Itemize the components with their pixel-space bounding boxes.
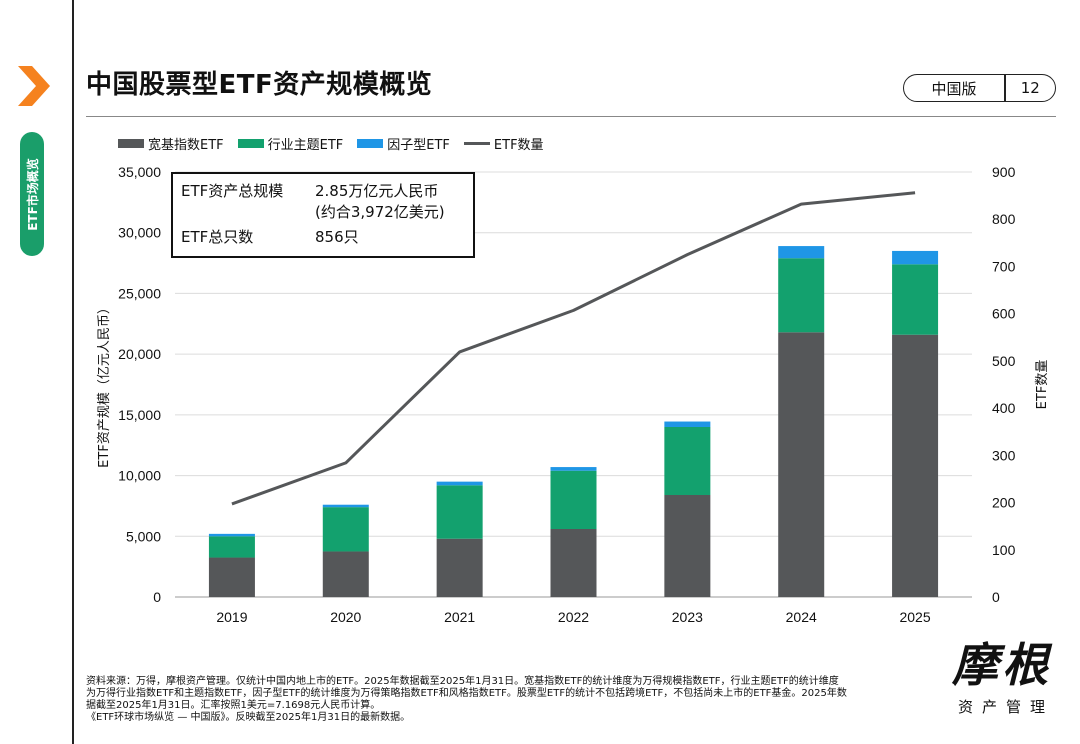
bar-broad-2021 — [436, 538, 483, 597]
bar-sector-2020 — [322, 507, 369, 552]
page-title: 中国股票型ETF资产规模概览 — [86, 70, 433, 100]
source-footnote: 资料来源：万得，摩根资产管理。仅统计中国内地上市的ETF。2025年数据截至20… — [86, 676, 936, 724]
y-tick-label-left: 25,000 — [118, 285, 161, 301]
logo-mark: 摩根 — [952, 638, 1052, 692]
logo-subtitle: 资产管理 — [958, 698, 1055, 716]
bar-factor-2020 — [322, 504, 369, 508]
summary-value-assets-cny: 2.85万亿元人民币 — [315, 182, 439, 200]
y-tick-label-left: 35,000 — [118, 164, 161, 180]
page-number: 12 — [1020, 79, 1040, 97]
bar-factor-2019 — [208, 533, 255, 537]
chart-legend: 宽基指数ETF 行业主题ETF 因子型ETF ETF数量 — [118, 134, 558, 153]
y-tick-label-right: 500 — [992, 353, 1016, 369]
summary-key-count: ETF总只数 — [181, 228, 254, 246]
legend-label-sector: 行业主题ETF — [267, 138, 344, 153]
legend-swatch-sector — [237, 139, 264, 148]
footnote-line: 资料来源：万得，摩根资产管理。仅统计中国内地上市的ETF。2025年数据截至20… — [86, 676, 839, 687]
legend-item-factor: 因子型ETF — [357, 134, 450, 153]
bar-broad-2020 — [322, 551, 369, 597]
y-tick-label-left: 10,000 — [118, 468, 161, 484]
bar-factor-2022 — [550, 467, 597, 471]
bar-factor-2025 — [892, 250, 939, 265]
y-tick-label-right: 600 — [992, 306, 1016, 322]
legend-label-factor: 因子型ETF — [387, 138, 450, 153]
footnote-line: 据截至2025年1月31日。汇率按照1美元=7.1698元人民币计算。 — [86, 700, 381, 711]
bar-broad-2023 — [664, 495, 711, 597]
x-tick-label: 2024 — [786, 609, 817, 625]
y-tick-label-right: 0 — [992, 589, 1000, 605]
bar-broad-2022 — [550, 529, 597, 597]
y-tick-label-right: 900 — [992, 164, 1016, 180]
y-tick-label-left: 30,000 — [118, 225, 161, 241]
y-axis-title-left: ETF资产规模（亿元人民币） — [97, 301, 112, 468]
bar-broad-2024 — [778, 332, 825, 597]
y-tick-label-left: 5,000 — [126, 528, 161, 544]
y-tick-label-right: 800 — [992, 211, 1016, 227]
y-tick-label-right: 300 — [992, 447, 1016, 463]
summary-row-assets: ETF资产总规模 2.85万亿元人民币 (约合3,972亿美元) — [181, 180, 465, 222]
legend-line-count — [463, 142, 490, 145]
y-tick-label-right: 400 — [992, 400, 1016, 416]
y-tick-label-right: 700 — [992, 258, 1016, 274]
y-tick-label-right: 200 — [992, 495, 1016, 511]
edition-label: 中国版 — [931, 79, 977, 98]
chevron-shape — [18, 66, 50, 106]
legend-label-broad: 宽基指数ETF — [148, 138, 224, 153]
legend-item-count: ETF数量 — [463, 134, 544, 153]
legend-label-count: ETF数量 — [493, 138, 544, 153]
x-tick-label: 2023 — [672, 609, 703, 625]
etf-count-line — [231, 191, 916, 506]
etf-chart: 0 5,000 10,000 15,000 20,000 25,000 30,000 35,0… — [97, 164, 1050, 625]
bar-sector-2021 — [436, 485, 483, 539]
x-tick-label: 2019 — [216, 609, 247, 625]
x-tick-label: 2022 — [558, 609, 589, 625]
chevron-right-icon — [18, 66, 50, 106]
y-tick-label-left: 15,000 — [118, 407, 161, 423]
footnote-line: 《ETF环球市场纵览 — 中国版》。反映截至2025年1月31日的最新数据。 — [86, 712, 411, 723]
y-tick-label-right: 100 — [992, 542, 1016, 558]
bar-factor-2023 — [664, 421, 711, 427]
legend-swatch-factor — [357, 139, 384, 148]
legend-swatch-broad — [118, 139, 144, 148]
summary-box: ETF资产总规模 2.85万亿元人民币 (约合3,972亿美元) ETF总只数 … — [171, 172, 475, 258]
title-divider — [86, 116, 1056, 117]
y-tick-label-left: 0 — [153, 589, 161, 605]
x-tick-label: 2020 — [330, 609, 361, 625]
legend-item-sector: 行业主题ETF — [237, 134, 344, 153]
y-tick-label-left: 20,000 — [118, 346, 161, 362]
summary-key-assets: ETF资产总规模 — [181, 182, 284, 200]
edition-separator — [1004, 75, 1006, 101]
brand-logo: 摩根 资产管理 — [952, 640, 1062, 717]
legend-item-broad: 宽基指数ETF — [118, 134, 224, 153]
y-axis-title-right: ETF数量 — [1035, 360, 1050, 410]
edition-badge: 中国版 12 — [903, 74, 1056, 102]
bar-sector-2023 — [664, 427, 711, 495]
bar-broad-2025 — [892, 334, 939, 597]
x-tick-label: 2025 — [899, 609, 930, 625]
bar-sector-2019 — [208, 536, 255, 558]
summary-value-count: 856只 — [315, 228, 359, 246]
bar-factor-2021 — [436, 481, 483, 486]
bar-factor-2024 — [778, 246, 825, 259]
footnote-line: 为万得行业指数ETF和主题指数ETF，因子型ETF的统计维度为万得策略指数ETF… — [86, 688, 847, 699]
x-tick-label: 2021 — [444, 609, 475, 625]
summary-value-assets: 2.85万亿元人民币 (约合3,972亿美元) — [315, 180, 465, 222]
bar-broad-2019 — [208, 557, 255, 597]
left-rule — [72, 0, 74, 744]
summary-value-assets-usd: (约合3,972亿美元) — [315, 203, 445, 221]
bar-sector-2025 — [892, 264, 939, 335]
summary-row-count: ETF总只数 856只 — [181, 226, 465, 247]
bar-sector-2022 — [550, 470, 597, 529]
section-tab[interactable]: ETF市场概览 — [20, 132, 44, 256]
bar-sector-2024 — [778, 258, 825, 333]
